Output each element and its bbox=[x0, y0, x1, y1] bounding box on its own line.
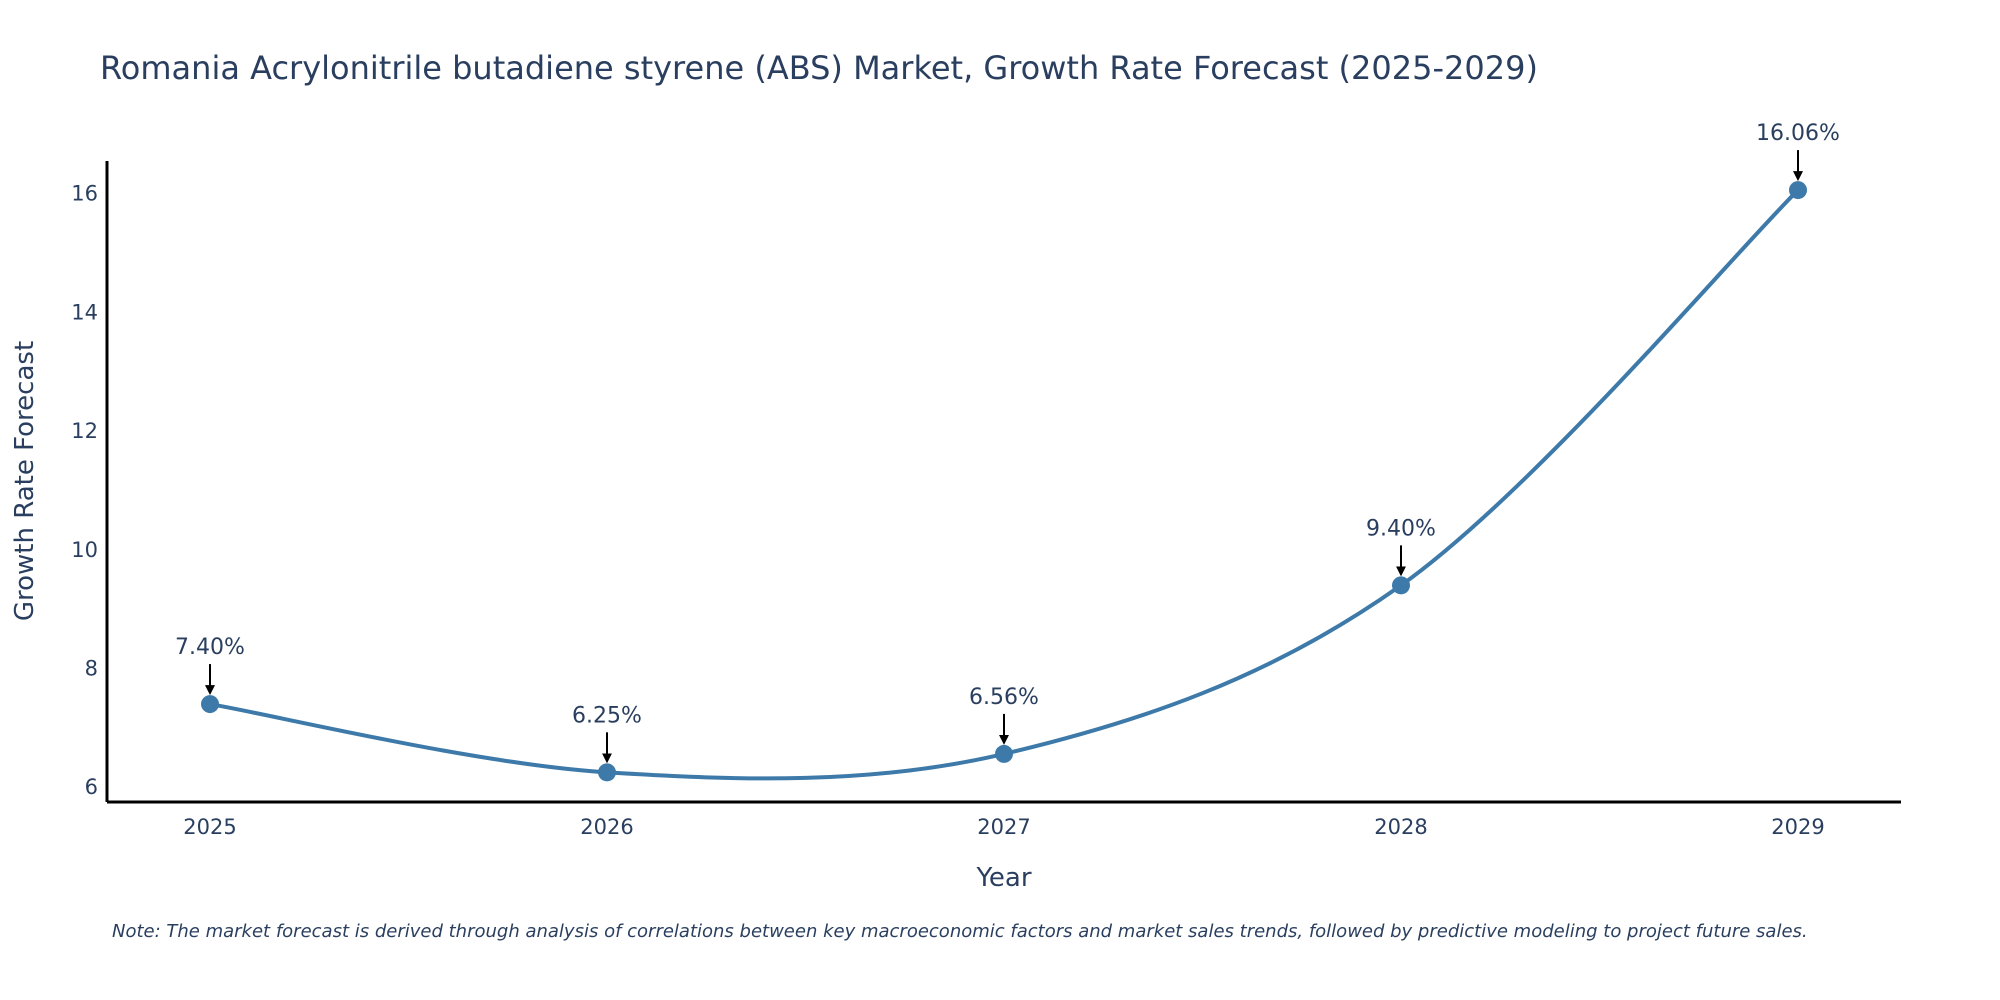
x-axis-title: Year bbox=[975, 863, 1031, 893]
data-annotations: 7.40% 6.25% 6.56% 9.40% 16.06% bbox=[175, 121, 1840, 764]
y-tick-labels: 6 8 10 12 14 16 bbox=[71, 182, 98, 800]
y-tick-label: 8 bbox=[85, 656, 98, 680]
data-label: 6.56% bbox=[969, 685, 1039, 710]
y-tick-label: 10 bbox=[71, 538, 98, 562]
series-line bbox=[208, 188, 1800, 781]
y-axis-title: Growth Rate Forecast bbox=[10, 341, 40, 621]
data-label: 7.40% bbox=[175, 635, 245, 660]
chart-title: Romania Acrylonitrile butadiene styrene … bbox=[100, 49, 1538, 87]
x-tick-labels: 2025 2026 2027 2028 2029 bbox=[183, 815, 1824, 839]
data-point bbox=[1789, 181, 1807, 200]
data-label: 16.06% bbox=[1756, 121, 1840, 146]
forecast-note: Note: The market forecast is derived thr… bbox=[112, 921, 1808, 942]
x-tick-label: 2027 bbox=[977, 815, 1030, 839]
data-point bbox=[201, 695, 219, 714]
y-tick-label: 12 bbox=[71, 419, 98, 443]
data-point bbox=[995, 744, 1013, 763]
x-tick-label: 2028 bbox=[1374, 815, 1427, 839]
x-tick-label: 2026 bbox=[580, 815, 633, 839]
axes bbox=[105, 161, 1901, 804]
data-point bbox=[1392, 576, 1410, 595]
x-tick-label: 2029 bbox=[1771, 815, 1824, 839]
y-tick-label: 14 bbox=[71, 300, 98, 324]
data-point bbox=[598, 763, 616, 782]
data-label: 9.40% bbox=[1366, 516, 1436, 541]
x-tick-label: 2025 bbox=[183, 815, 236, 839]
data-label: 6.25% bbox=[572, 703, 642, 728]
y-tick-label: 16 bbox=[71, 182, 98, 206]
y-tick-label: 6 bbox=[85, 775, 98, 799]
data-markers bbox=[201, 181, 1807, 782]
